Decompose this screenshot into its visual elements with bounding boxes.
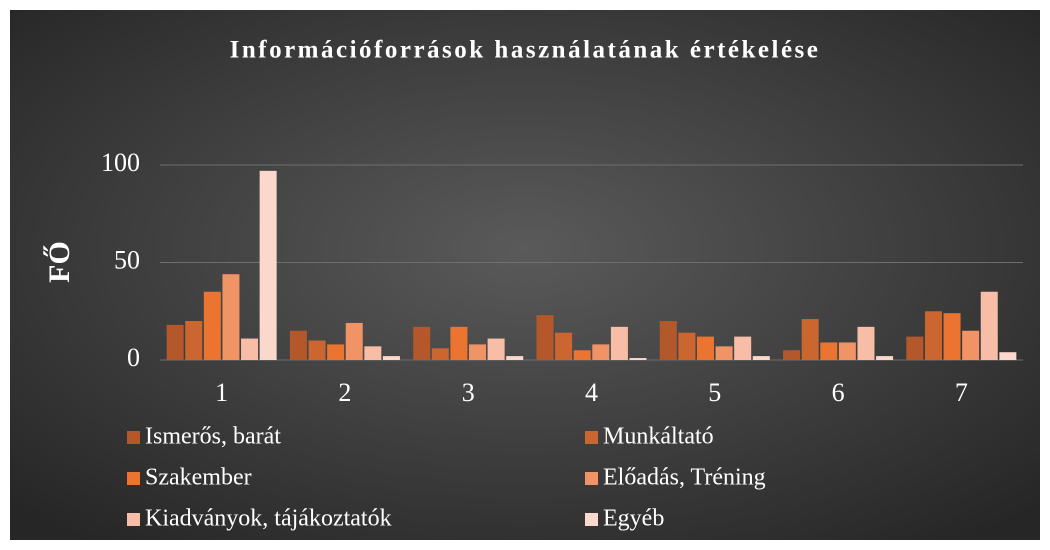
bar bbox=[838, 342, 856, 360]
bar bbox=[980, 291, 998, 360]
legend-swatch bbox=[127, 472, 140, 485]
bar bbox=[450, 326, 468, 360]
legend-label: Ismerős, barát bbox=[145, 424, 281, 450]
bar bbox=[752, 356, 770, 360]
y-tick-label: 0 bbox=[127, 343, 140, 372]
bar bbox=[487, 338, 505, 360]
legend-label: Előadás, Tréning bbox=[603, 465, 766, 491]
legend-label: Munkáltató bbox=[603, 424, 714, 450]
bar bbox=[924, 311, 942, 360]
bar bbox=[678, 332, 696, 360]
bar bbox=[734, 336, 752, 360]
bar bbox=[783, 350, 801, 360]
bar bbox=[573, 350, 591, 360]
y-axis-label: FŐ bbox=[43, 241, 76, 283]
x-tick-label: 4 bbox=[585, 378, 598, 407]
x-tick-label: 6 bbox=[832, 378, 845, 407]
legend-swatch bbox=[585, 513, 598, 526]
bar bbox=[241, 338, 259, 360]
bar bbox=[962, 330, 980, 360]
bar bbox=[185, 321, 203, 360]
legend-swatch bbox=[127, 513, 140, 526]
x-tick-label: 3 bbox=[462, 378, 475, 407]
bar bbox=[382, 356, 400, 360]
legend-label: Kiadványok, tájákoztatók bbox=[145, 506, 392, 532]
bar bbox=[943, 313, 961, 360]
legend-label: Egyéb bbox=[603, 506, 664, 532]
bar bbox=[413, 326, 431, 360]
bar bbox=[592, 344, 610, 360]
bar bbox=[801, 319, 819, 360]
chart-title: Információforrások használatának értékel… bbox=[230, 37, 821, 64]
legend-swatch bbox=[585, 431, 598, 444]
bar bbox=[659, 321, 677, 360]
y-tick-label: 50 bbox=[114, 245, 140, 274]
legend-swatch bbox=[127, 431, 140, 444]
bar bbox=[536, 315, 554, 360]
bar bbox=[715, 346, 733, 360]
chart-background bbox=[10, 10, 1040, 540]
bar bbox=[345, 322, 363, 360]
x-tick-label: 5 bbox=[708, 378, 721, 407]
x-tick-label: 2 bbox=[338, 378, 351, 407]
bar bbox=[999, 352, 1017, 360]
x-tick-label: 1 bbox=[215, 378, 228, 407]
bar bbox=[327, 344, 345, 360]
bar bbox=[820, 342, 838, 360]
bar bbox=[259, 170, 277, 360]
bar bbox=[629, 358, 647, 360]
bar bbox=[610, 326, 628, 360]
bar bbox=[555, 332, 573, 360]
bar bbox=[364, 346, 382, 360]
bar bbox=[506, 356, 524, 360]
bar bbox=[222, 274, 240, 360]
bar bbox=[469, 344, 487, 360]
legend-label: Szakember bbox=[145, 465, 252, 491]
bar bbox=[857, 326, 875, 360]
bar bbox=[289, 330, 307, 360]
y-tick-label: 100 bbox=[101, 148, 140, 177]
bar bbox=[906, 336, 924, 360]
bar bbox=[203, 291, 221, 360]
bar bbox=[431, 348, 449, 360]
legend-swatch bbox=[585, 472, 598, 485]
bar bbox=[876, 356, 894, 360]
bar bbox=[166, 324, 184, 360]
bar bbox=[308, 340, 326, 360]
x-tick-label: 7 bbox=[955, 378, 968, 407]
bar bbox=[696, 336, 714, 360]
